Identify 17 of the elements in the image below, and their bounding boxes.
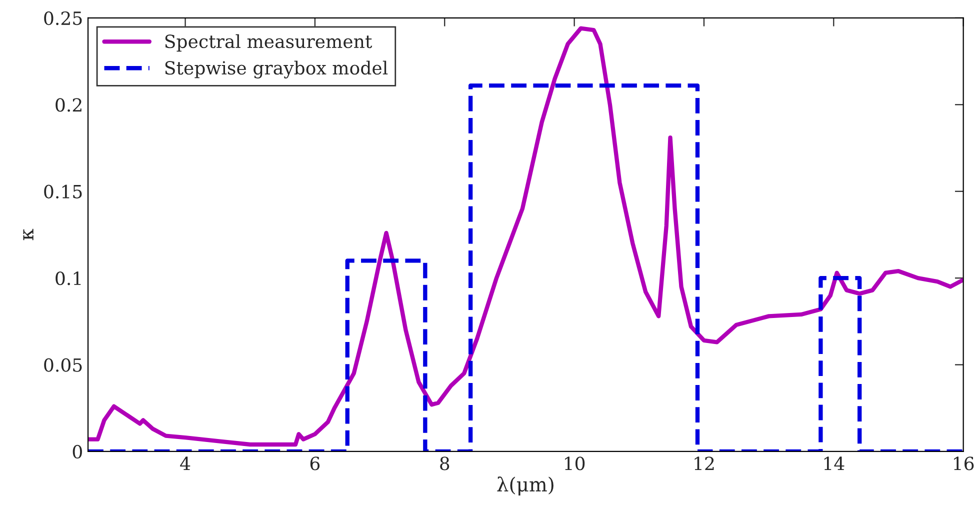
y-tick-label: 0.05 <box>44 358 82 372</box>
y-tick-label: 0.2 <box>56 98 82 112</box>
x-axis-title: λ(μm) <box>497 476 554 496</box>
x-tick-label: 8 <box>440 456 450 470</box>
x-tick-label: 4 <box>180 456 190 470</box>
x-tick-label: 14 <box>824 456 844 470</box>
y-tick-label: 0 <box>72 444 82 459</box>
y-axis-title: κ <box>23 228 34 240</box>
x-tick-label: 6 <box>310 456 320 470</box>
legend-label: Stepwise graybox model <box>165 60 388 78</box>
x-tick-label: 16 <box>954 456 974 470</box>
y-tick-label: 0.15 <box>44 184 82 198</box>
legend-label: Spectral measurement <box>165 34 372 52</box>
x-tick-label: 12 <box>694 456 714 470</box>
y-tick-label: 0.25 <box>44 11 82 26</box>
x-tick-label: 10 <box>565 456 585 470</box>
y-tick-label: 0.1 <box>56 272 81 286</box>
